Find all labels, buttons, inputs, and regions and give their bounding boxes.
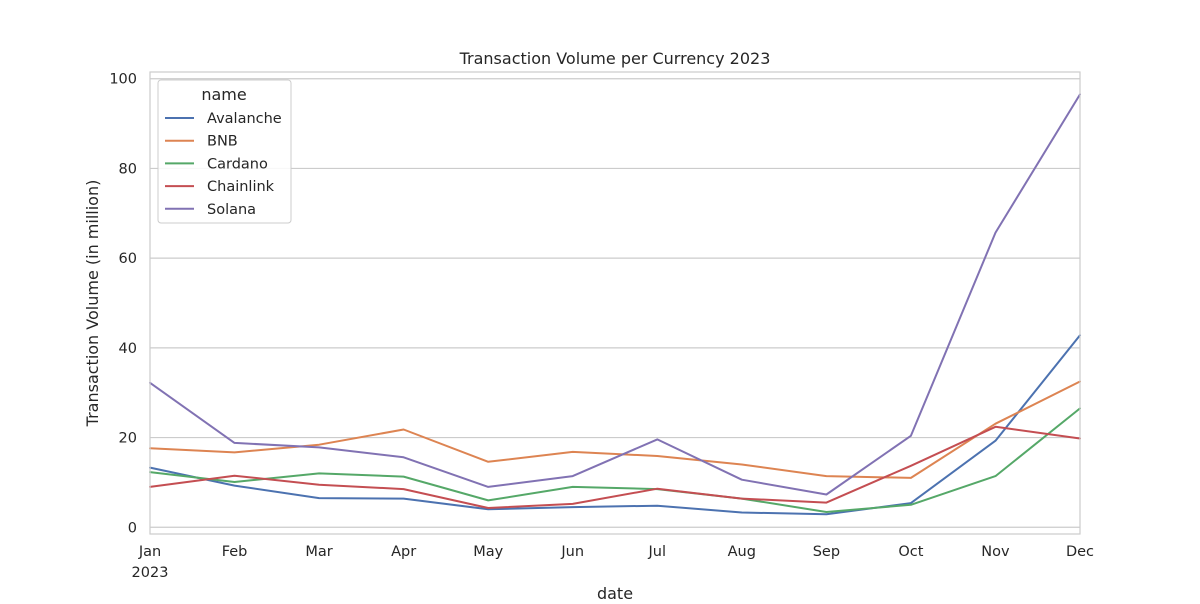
- plot-frame: [149, 71, 1081, 535]
- x-tick-label: Jun: [560, 544, 584, 560]
- x-tick-label: Jan: [138, 544, 161, 560]
- y-tick-label: 60: [119, 251, 137, 267]
- series-line-cardano: [149, 407, 1081, 513]
- x-tick-label: Apr: [391, 544, 416, 560]
- x-tick-label: Nov: [981, 544, 1010, 560]
- chart-title: Transaction Volume per Currency 2023: [459, 49, 771, 68]
- series-line-chainlink: [149, 425, 1081, 509]
- y-tick-label: 0: [128, 520, 137, 536]
- x-tick-label: May: [473, 544, 503, 560]
- x-tick-label: Oct: [898, 544, 923, 560]
- series-line-avalanche: [149, 334, 1081, 516]
- gridlines: [150, 78, 1080, 528]
- series-lines: [149, 93, 1081, 516]
- legend-label: Avalanche: [207, 111, 282, 127]
- y-tick-label: 100: [109, 72, 137, 88]
- y-tick-label: 40: [119, 341, 137, 357]
- y-tick-label: 80: [119, 161, 137, 177]
- legend-label: Cardano: [207, 156, 268, 172]
- x-axis-label: date: [597, 584, 633, 600]
- y-tick-label: 20: [119, 431, 137, 447]
- y-tick-labels: 0 20 40 60 80 100: [109, 72, 137, 537]
- y-axis-label: Transaction Volume (in million): [83, 180, 102, 428]
- x-tick-sublabel: 2023: [132, 565, 169, 581]
- legend-label: Solana: [207, 202, 256, 218]
- legend-title: name: [201, 85, 246, 104]
- legend: name Avalanche BNB Cardano Chainlink Solana: [157, 79, 292, 224]
- x-tick-label: Dec: [1066, 544, 1094, 560]
- x-tick-label: Aug: [728, 544, 756, 560]
- legend-box: [157, 79, 292, 224]
- x-tick-labels: Jan Feb Mar Apr May Jun Jul Aug Sep Oct Nov Dec 2023: [132, 544, 1095, 581]
- x-tick-label: Mar: [305, 544, 332, 560]
- legend-entries: Avalanche BNB Cardano Chainlink Solana: [165, 111, 282, 218]
- legend-label: Chainlink: [207, 179, 275, 195]
- x-tick-label: Feb: [222, 544, 248, 560]
- x-tick-label: Sep: [813, 544, 840, 560]
- legend-label: BNB: [207, 134, 238, 150]
- x-tick-label: Jul: [648, 544, 667, 560]
- series-line-solana: [149, 93, 1081, 496]
